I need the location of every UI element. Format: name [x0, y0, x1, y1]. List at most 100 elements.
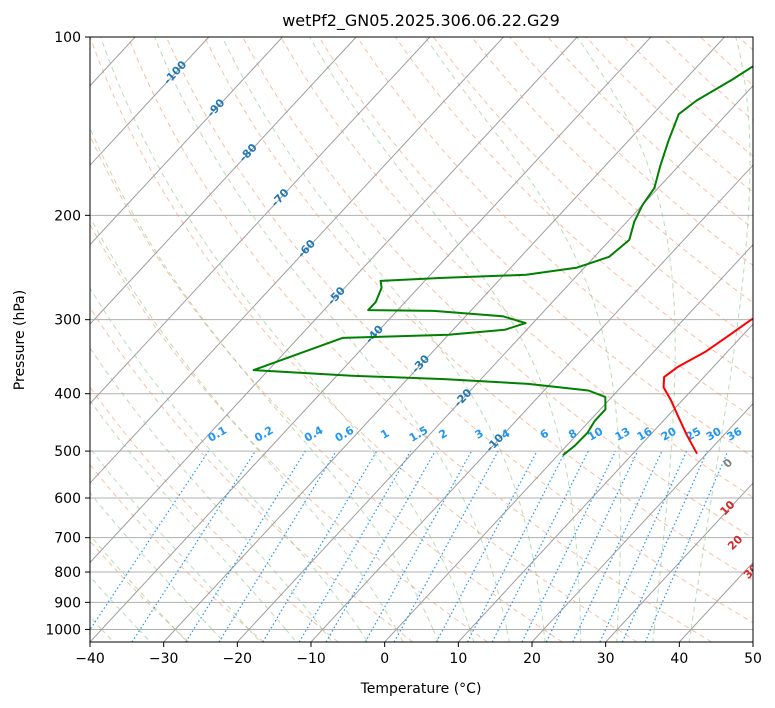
- chart-title: wetPf2_GN05.2025.306.06.22.G29: [282, 11, 560, 31]
- isotherm-line: [90, 37, 652, 642]
- moist-adiabat-line: [90, 216, 397, 630]
- isotherm-line: [90, 37, 504, 484]
- x-axis-label: Temperature (°C): [360, 681, 482, 697]
- y-tick-label: 600: [54, 491, 81, 507]
- x-tick-label: 50: [744, 651, 762, 667]
- isotherm-line: [90, 37, 357, 325]
- x-tick-label: 0: [380, 651, 389, 667]
- mixing-ratio-line: [262, 450, 378, 642]
- x-tick-label: 40: [670, 651, 688, 667]
- isotherm-line: [163, 37, 725, 642]
- dry-adiabat-line: [165, 37, 753, 624]
- x-tick-label: 10: [449, 651, 467, 667]
- moist-adiabat-line: [174, 629, 188, 642]
- adiabat-label: 30: [741, 561, 761, 581]
- moist-adiabat-line: [576, 37, 676, 630]
- mixing-ratio-line: [545, 450, 639, 642]
- isotherm-line: [457, 323, 753, 642]
- mixing-ratio-line: [364, 450, 473, 642]
- dewpoint-profile-line: [252, 65, 753, 456]
- moist-adiabat-line: [101, 629, 114, 642]
- isotherm-line: [531, 402, 753, 642]
- moist-adiabat-line: [90, 575, 139, 630]
- mixing-ratio-line: [521, 450, 617, 642]
- moist-adiabat-line: [424, 37, 622, 630]
- y-tick-label: 200: [54, 208, 81, 224]
- moist-adiabat-line: [90, 399, 287, 630]
- dry-adiabat-line: [394, 37, 753, 380]
- mixing-ratio-line: [131, 450, 256, 642]
- x-tick-label: 20: [523, 651, 541, 667]
- moist-adiabat-line: [154, 37, 508, 630]
- mixing-ratio-line: [298, 450, 412, 642]
- temperature-profile-line: [662, 317, 753, 455]
- moist-adiabat-line: [309, 37, 581, 630]
- isotherm-line: [384, 243, 753, 642]
- dry-adiabat-line: [127, 37, 712, 642]
- x-tick-label: −20: [223, 651, 253, 667]
- isotherm-line: [236, 84, 753, 642]
- moist-adiabat-line: [688, 629, 692, 642]
- x-tick-label: 30: [597, 651, 615, 667]
- mixing-ratio-line: [218, 450, 337, 642]
- moist-adiabat-line: [359, 629, 369, 642]
- isotherm-line: [90, 37, 283, 246]
- background-lines: [90, 37, 753, 642]
- y-tick-label: 300: [54, 313, 81, 329]
- isotherm-line: [605, 482, 753, 642]
- moist-adiabat-line: [652, 629, 655, 642]
- moist-adiabat-line: [138, 629, 151, 642]
- mixing-ratio-line: [644, 450, 729, 642]
- profiles: [252, 65, 753, 456]
- mixing-ratio-line: [185, 450, 306, 642]
- moist-adiabat-line: [90, 534, 176, 630]
- plot-frame: [89, 36, 754, 643]
- axes: −40 −30 −20 −10 0 10 20 30 40 50 100 200 300 400 500 60…: [45, 30, 762, 667]
- y-tick-label: 500: [54, 444, 81, 460]
- plot-area: [90, 37, 753, 642]
- isotherm-line: [90, 37, 210, 166]
- moist-adiabat-line: [690, 37, 751, 630]
- dry-adiabat-line: [90, 464, 264, 642]
- moist-adiabat-line: [506, 629, 510, 642]
- moist-adiabat-line: [395, 629, 404, 642]
- y-axis-label: Pressure (hPa): [12, 290, 28, 390]
- moist-adiabat-line: [543, 629, 546, 642]
- moist-adiabat-line: [432, 629, 439, 642]
- y-tick-label: 1000: [45, 622, 81, 638]
- isotherm-line: [90, 37, 578, 564]
- moist-adiabat-line: [322, 629, 333, 642]
- isotherm-line: [310, 164, 753, 642]
- moist-adiabat-line: [90, 492, 213, 630]
- isotherm-line: [90, 37, 431, 405]
- dry-adiabat-line: [280, 37, 753, 498]
- mixing-ratio-line: [325, 450, 436, 642]
- moist-adiabat-line: [285, 629, 297, 642]
- x-tick-label: −40: [75, 651, 105, 667]
- x-tick-label: −10: [296, 651, 326, 667]
- x-tick-label: −30: [149, 651, 179, 667]
- mixing-ratio-line: [572, 450, 663, 642]
- y-tick-label: 800: [54, 565, 81, 581]
- dry-adiabat-line: [433, 37, 753, 341]
- mixing-ratio-line: [599, 450, 688, 642]
- dry-adiabat-line: [90, 223, 488, 642]
- moist-adiabat-line: [248, 629, 261, 642]
- y-tick-label: 900: [54, 595, 81, 611]
- moist-adiabat-line: [211, 629, 225, 642]
- moist-adiabat-line: [90, 287, 360, 630]
- moist-adiabat-line: [90, 447, 250, 630]
- mixing-ratio-line: [393, 450, 499, 642]
- moist-adiabat-line: [221, 37, 545, 630]
- dry-adiabat-line: [318, 37, 753, 458]
- moist-adiabat-line: [90, 126, 434, 630]
- y-tick-label: 100: [54, 30, 81, 46]
- dry-adiabat-line: [90, 134, 563, 642]
- y-tick-label: 400: [54, 387, 81, 403]
- moist-adiabat-line: [616, 629, 618, 642]
- y-tick-label: 700: [54, 531, 81, 547]
- dry-adiabat-line: [90, 37, 638, 642]
- mixing-ratio-line: [621, 450, 708, 642]
- moist-adiabat-line: [469, 629, 475, 642]
